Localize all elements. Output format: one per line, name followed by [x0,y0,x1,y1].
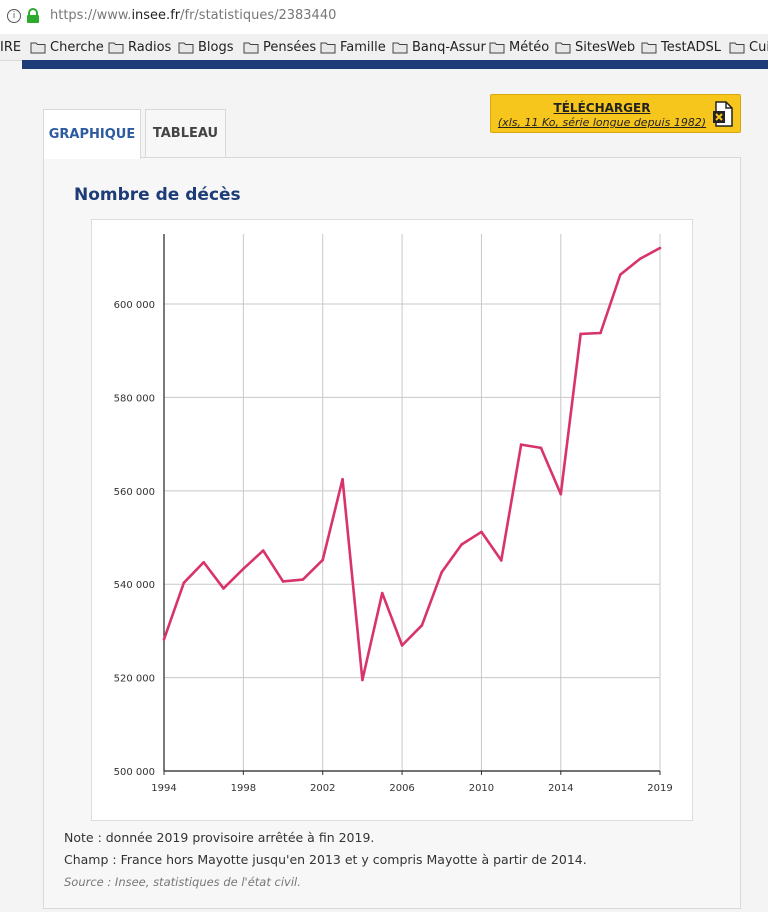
x-tick-label: 2014 [548,783,573,794]
deaths-line-chart: 500 000 520 000 540 000 560 000 580 000 600 0… [114,234,673,794]
chart-title: Nombre de décès [74,185,241,205]
folder-icon [30,41,50,54]
folder-icon [108,41,128,54]
data-point [261,549,265,552]
bookmark-label: Famille [340,39,386,55]
y-tick-label: 580 000 [114,393,155,404]
bookmark-label: IRE [0,39,22,55]
bookmark-label: Cuis [749,39,768,55]
bookmark-10[interactable]: Cuis [729,38,768,56]
x-tick-label: 1998 [231,783,256,794]
data-point [519,443,523,446]
bookmark-label: SitesWeb [575,39,636,55]
bookmark-3[interactable]: Blogs [178,38,234,56]
bookmark-7[interactable]: Météo [489,38,549,56]
bookmark-2[interactable]: Radios [108,38,171,56]
folder-icon [392,41,412,54]
site-header-strip [22,60,768,69]
info-icon[interactable]: i [7,9,21,23]
data-point [599,331,602,335]
scope-text: Champ : France hors Mayotte jusqu'en 201… [64,852,587,867]
data-point [480,530,483,534]
bookmark-label: Cherche [50,39,104,55]
y-tick-label: 560 000 [114,487,155,498]
note-text: Note : donnée 2019 provisoire arrêtée à … [64,830,375,845]
data-point [420,624,424,627]
data-point [658,246,662,250]
data-point [499,559,503,562]
data-point [281,580,285,583]
folder-icon [320,41,340,54]
y-tick-label: 600 000 [114,300,155,311]
data-point [440,570,444,574]
bookmark-label: TestADSL [661,39,721,55]
series-line-0 [162,246,661,682]
folder-icon [555,41,575,54]
address-bar[interactable]: i https://www.insee.fr/fr/statistiques/2… [0,0,768,35]
data-point [341,477,344,481]
chart-notes: Note : donnée 2019 provisoire arrêtée à … [64,827,587,893]
folder-icon [489,41,509,54]
data-point [460,543,463,546]
excel-file-icon [713,101,733,127]
chart-container: 500 000 520 000 540 000 560 000 580 000 600 0… [91,219,693,821]
bookmark-label: Pensées [263,39,317,55]
tab-graphique[interactable]: GRAPHIQUE [43,109,141,159]
data-point [380,591,384,595]
data-point [162,638,166,641]
bookmark-8[interactable]: SitesWeb [555,38,635,56]
y-tick-label: 500 000 [114,767,155,778]
data-point [321,558,325,562]
x-tick-label: 2006 [389,783,414,794]
data-point [202,560,205,564]
bookmark-label: Météo [509,39,550,55]
source-text: Source : Insee, statistiques de l'état c… [64,875,301,889]
folder-icon [178,41,198,54]
folder-icon [641,41,661,54]
tab-tableau[interactable]: TABLEAU [145,109,226,157]
y-tick-label: 540 000 [114,580,155,591]
data-point [242,567,245,571]
download-title: TÉLÉCHARGER [553,101,651,115]
bookmark-label: Radios [128,39,172,55]
bookmark-label: Banq-Assur [412,39,486,55]
data-point [222,587,225,590]
download-subtitle: (xls, 11 Ko, série longue depuis 1982) [497,116,707,129]
data-point [182,581,186,585]
x-tick-label: 1994 [151,783,176,794]
data-point [361,678,364,682]
x-tick-label: 2002 [310,783,335,794]
url-text[interactable]: https://www.insee.fr/fr/statistiques/238… [50,8,337,23]
bookmark-4[interactable]: Pensées [243,38,316,56]
lock-icon [27,8,39,23]
bookmark-1[interactable]: Cherche [30,38,104,56]
data-point [400,644,404,647]
bookmark-0[interactable]: IRE [0,38,21,56]
x-tick-label: 2010 [469,783,494,794]
data-point [638,257,642,261]
bookmarks-bar: IRE Cherche Radios Blogs Pensées Famille Banq-… [0,34,768,61]
folder-icon [243,41,263,54]
bookmark-5[interactable]: Famille [320,38,386,56]
bookmark-label: Blogs [198,39,234,55]
folder-icon [729,41,749,54]
bookmark-9[interactable]: TestADSL [641,38,721,56]
bookmark-6[interactable]: Banq-Assur [392,38,486,56]
download-button[interactable]: TÉLÉCHARGER (xls, 11 Ko, série longue de… [490,94,741,133]
data-point [559,492,563,496]
y-tick-label: 520 000 [114,674,155,685]
data-point [539,446,543,450]
data-point [301,578,305,581]
data-point [579,332,582,336]
x-tick-label: 2019 [647,783,672,794]
data-point [619,273,622,276]
